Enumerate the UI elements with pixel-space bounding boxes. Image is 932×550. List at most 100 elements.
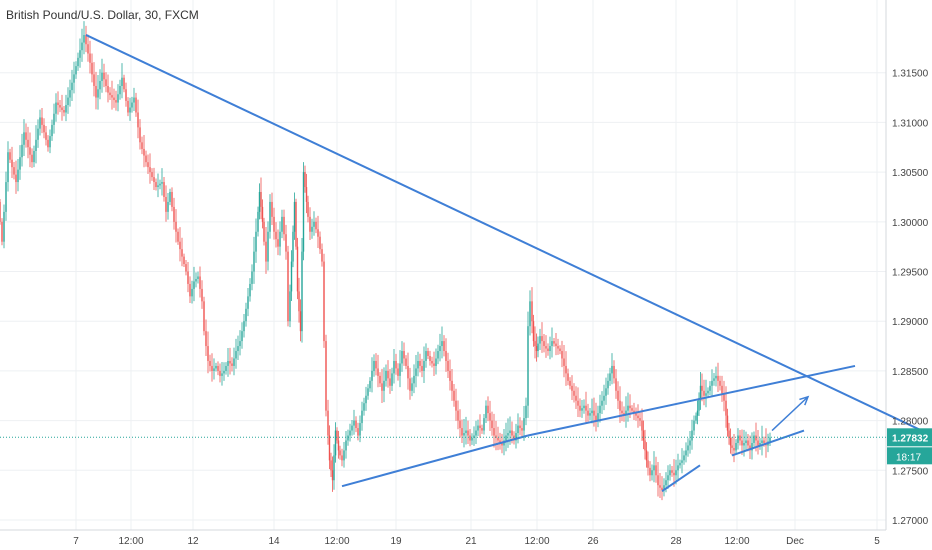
candle-body	[497, 438, 499, 441]
candle-body	[169, 192, 171, 202]
candle-body	[323, 261, 325, 342]
candle-body	[687, 445, 689, 451]
candle-body	[304, 172, 306, 188]
candle-body	[353, 420, 355, 426]
candle-body	[603, 395, 605, 401]
candle-body	[179, 241, 181, 250]
candle-body	[683, 455, 685, 461]
candle-body	[13, 167, 15, 175]
candle-body	[249, 283, 251, 297]
candle-body	[81, 42, 83, 51]
candle-body	[231, 363, 233, 366]
y-tick-label: 1.31500	[892, 69, 929, 80]
candle-body	[653, 465, 655, 471]
candle-body	[287, 251, 289, 322]
candle-body	[405, 358, 407, 366]
candle-body	[455, 400, 457, 411]
x-tick-label: 26	[587, 536, 599, 547]
candle-body	[77, 57, 79, 67]
candle-body	[437, 351, 439, 359]
candle-body	[749, 445, 751, 451]
candle-body	[755, 435, 757, 441]
candle-body	[385, 370, 387, 381]
candle-body	[361, 410, 363, 424]
candle-body	[295, 201, 297, 247]
candle-body	[541, 336, 543, 342]
candle-body	[561, 351, 563, 359]
candle-body	[425, 351, 427, 361]
candle-body	[165, 196, 167, 212]
candle-body	[115, 100, 117, 103]
candle-body	[319, 236, 321, 250]
candle-body	[253, 251, 255, 272]
candle-body	[721, 385, 723, 394]
candle-body	[675, 470, 677, 476]
y-tick-label: 1.28500	[892, 367, 929, 378]
candle-body	[479, 425, 481, 429]
candle-body	[235, 351, 237, 359]
candle-body	[569, 380, 571, 386]
candle-body	[290, 261, 293, 292]
candle-body	[505, 435, 507, 441]
candle-body	[717, 375, 719, 381]
candle-body	[645, 450, 648, 461]
x-tick-label: 12:00	[524, 536, 549, 547]
candle-body	[369, 380, 371, 389]
candle-body	[507, 433, 509, 436]
candle-body	[293, 201, 296, 232]
candle-body	[547, 348, 549, 352]
candle-body	[591, 410, 593, 414]
candle-body	[395, 360, 397, 369]
candle-body	[217, 365, 219, 371]
candle-body	[197, 276, 199, 279]
candle-body	[751, 442, 753, 451]
countdown-label: 18:17	[896, 452, 921, 463]
candle-body	[709, 385, 711, 391]
candle-body	[127, 100, 129, 113]
candle-body	[371, 370, 373, 381]
candle-body	[260, 192, 262, 207]
candle-body	[337, 440, 340, 451]
candle-body	[657, 475, 659, 486]
candle-body	[431, 360, 433, 364]
candle-body	[615, 378, 617, 391]
candle-body	[607, 380, 609, 389]
candle-body	[175, 221, 177, 232]
y-tick-label: 1.27000	[892, 516, 929, 527]
candle-body	[255, 231, 257, 252]
candle-body	[296, 246, 299, 292]
candle-body	[642, 430, 645, 441]
candle-body	[355, 420, 357, 429]
candle-body	[469, 435, 471, 441]
candle-body	[667, 475, 669, 481]
candle-body	[45, 132, 47, 140]
candle-body	[155, 182, 157, 188]
candle-body	[439, 346, 441, 352]
candle-body	[499, 440, 501, 443]
candle-body	[577, 400, 579, 406]
candle-body	[761, 440, 763, 443]
candle-body	[25, 132, 27, 140]
candle-body	[625, 410, 627, 416]
candle-body	[119, 85, 121, 95]
candle-body	[117, 94, 119, 103]
candle-body	[698, 398, 700, 411]
candle-body	[283, 216, 285, 235]
candle-body	[183, 256, 185, 265]
candle-body	[265, 241, 267, 262]
candle-body	[299, 311, 302, 332]
candle-body	[511, 430, 513, 436]
candle-body	[543, 341, 545, 347]
candle-body	[87, 44, 89, 54]
candle-body	[383, 380, 385, 391]
x-tick-label: Dec	[786, 536, 804, 547]
candle-body	[563, 358, 565, 366]
candle-body	[677, 465, 679, 471]
candle-body	[135, 97, 137, 113]
candle-body	[693, 420, 695, 431]
candle-body	[55, 102, 57, 114]
candle-body	[258, 192, 261, 212]
candle-body	[495, 435, 497, 438]
